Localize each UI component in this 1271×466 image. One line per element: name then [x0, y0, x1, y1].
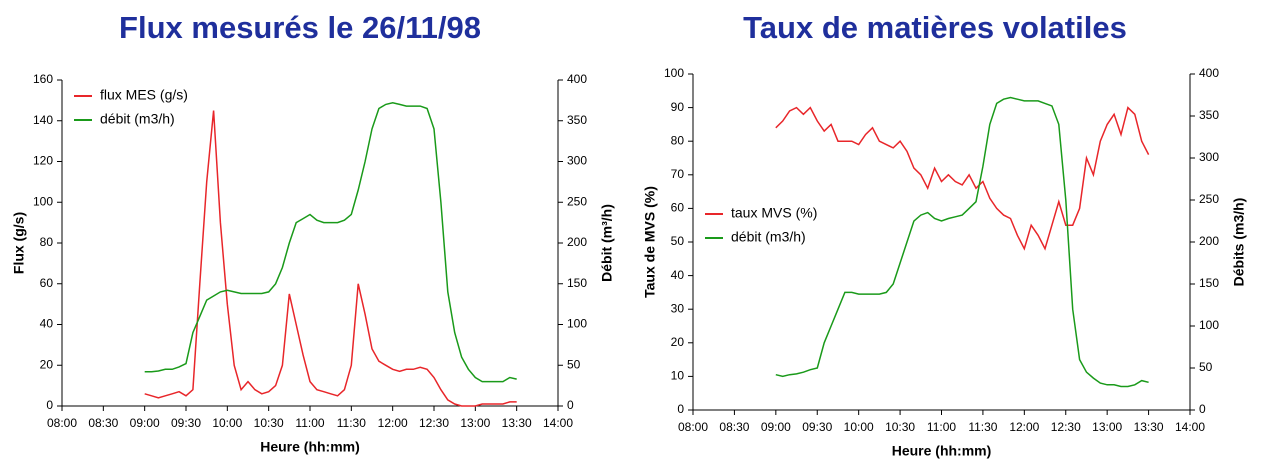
- x-tick-label: 10:30: [885, 420, 915, 434]
- y-tick-label: 60: [40, 276, 54, 290]
- x-tick-label: 14:00: [1175, 420, 1205, 434]
- y2-tick-label: 0: [1199, 402, 1206, 416]
- y2-tick-label: 400: [567, 72, 587, 86]
- y-tick-label: 120: [33, 154, 53, 168]
- x-tick-label: 10:00: [212, 416, 242, 430]
- y2-axis-label: Débit (m³/h): [599, 204, 615, 282]
- chart-title: Taux de matières volatiles: [743, 10, 1127, 45]
- x-tick-label: 13:00: [1092, 420, 1122, 434]
- y-tick-label: 0: [46, 398, 53, 412]
- y-tick-label: 140: [33, 113, 53, 127]
- y-tick-label: 60: [671, 201, 685, 215]
- y2-tick-label: 100: [567, 317, 587, 331]
- x-tick-label: 12:00: [378, 416, 408, 430]
- legend-label: flux MES (g/s): [100, 87, 188, 103]
- series-line: [775, 96, 1149, 388]
- x-tick-label: 09:00: [761, 420, 791, 434]
- y-tick-label: 70: [671, 167, 685, 181]
- y-tick-label: 160: [33, 72, 53, 86]
- y-axis-label: Flux (g/s): [11, 212, 27, 274]
- x-tick-label: 08:00: [678, 420, 708, 434]
- x-tick-label: 08:30: [719, 420, 749, 434]
- y2-tick-label: 200: [1199, 234, 1219, 248]
- y-tick-label: 0: [677, 402, 684, 416]
- chart-title: Flux mesurés le 26/11/98: [119, 10, 481, 45]
- x-tick-label: 11:30: [337, 416, 366, 430]
- x-tick-label: 13:30: [502, 416, 532, 430]
- legend-label: débit (m3/h): [100, 111, 175, 127]
- y2-tick-label: 300: [1199, 150, 1219, 164]
- y-tick-label: 90: [671, 100, 685, 114]
- y2-tick-label: 200: [567, 235, 587, 249]
- y-tick-label: 80: [40, 235, 54, 249]
- y2-tick-label: 250: [567, 194, 587, 208]
- y2-tick-label: 50: [567, 357, 581, 371]
- y-tick-label: 100: [33, 194, 53, 208]
- series-line: [775, 106, 1150, 251]
- legend-label: débit (m3/h): [731, 229, 806, 245]
- legend-label: taux MVS (%): [731, 205, 817, 221]
- y2-tick-label: 350: [567, 113, 587, 127]
- x-tick-label: 12:30: [419, 416, 449, 430]
- y-tick-label: 40: [671, 268, 685, 282]
- x-tick-label: 12:00: [1009, 420, 1039, 434]
- y2-tick-label: 350: [1199, 108, 1219, 122]
- x-tick-label: 08:30: [88, 416, 118, 430]
- x-tick-label: 09:30: [802, 420, 832, 434]
- x-tick-label: 11:30: [968, 420, 997, 434]
- y-tick-label: 20: [671, 335, 685, 349]
- x-axis-label: Heure (hh:mm): [260, 439, 360, 455]
- x-tick-label: 08:00: [47, 416, 77, 430]
- y2-tick-label: 150: [567, 276, 587, 290]
- y-tick-label: 10: [671, 369, 685, 383]
- y-tick-label: 30: [671, 301, 685, 315]
- y2-tick-label: 100: [1199, 318, 1219, 332]
- x-tick-label: 09:00: [130, 416, 160, 430]
- x-tick-label: 12:30: [1051, 420, 1081, 434]
- y2-tick-label: 50: [1199, 360, 1213, 374]
- y2-tick-label: 300: [567, 154, 587, 168]
- x-tick-label: 09:30: [171, 416, 201, 430]
- y2-axis-label: Débits (m3/h): [1231, 198, 1247, 287]
- y2-tick-label: 400: [1199, 66, 1219, 80]
- x-axis-label: Heure (hh:mm): [892, 443, 992, 459]
- y-tick-label: 40: [40, 317, 54, 331]
- y-tick-label: 50: [671, 234, 685, 248]
- x-tick-label: 10:30: [254, 416, 284, 430]
- x-tick-label: 13:00: [460, 416, 490, 430]
- series-line: [144, 110, 517, 407]
- x-tick-label: 11:00: [927, 420, 956, 434]
- series-line: [144, 102, 517, 383]
- y2-tick-label: 250: [1199, 192, 1219, 206]
- x-tick-label: 13:30: [1134, 420, 1164, 434]
- y-tick-label: 20: [40, 357, 54, 371]
- x-tick-label: 14:00: [543, 416, 573, 430]
- y-tick-label: 100: [664, 66, 684, 80]
- y2-tick-label: 150: [1199, 276, 1219, 290]
- x-tick-label: 10:00: [844, 420, 874, 434]
- x-tick-label: 11:00: [295, 416, 324, 430]
- y-tick-label: 80: [671, 133, 685, 147]
- y2-tick-label: 0: [567, 398, 574, 412]
- y-axis-label: Taux de MVS (%): [642, 186, 658, 298]
